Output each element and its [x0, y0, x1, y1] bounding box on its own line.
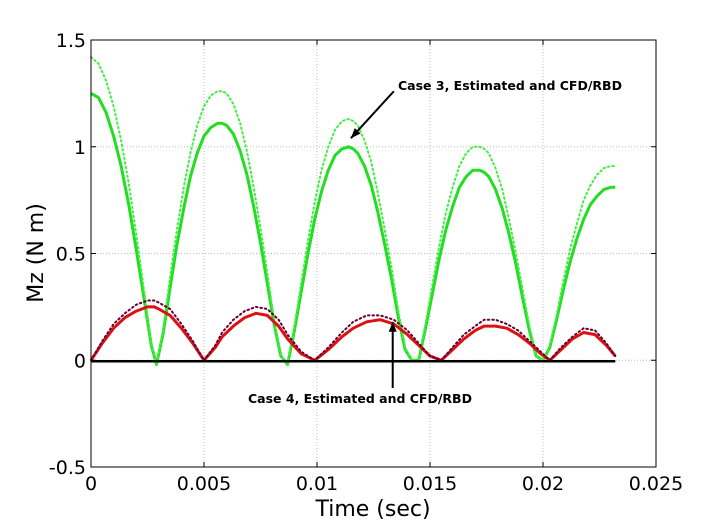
annotation-arrowhead-0 [350, 128, 361, 139]
annotation-arrow-0 [350, 90, 395, 139]
y-tick-label: 0.5 [56, 244, 86, 266]
series-line-0 [90, 92, 616, 366]
x-tick-label: 0.005 [177, 473, 231, 495]
x-tick-label: 0 [85, 473, 97, 495]
series-line-1 [90, 56, 617, 366]
x-tick-label: 0.01 [296, 473, 338, 495]
annotation-arrowhead-1 [388, 321, 397, 332]
annotations: Case 3, Estimated and CFD/RBD Case 4, Es… [248, 78, 622, 406]
y-tick-label: 1 [74, 137, 86, 159]
y-tick-label: 1.5 [56, 30, 86, 52]
y-axis-label: Mz (N m) [24, 203, 49, 303]
axes-frame [90, 39, 657, 468]
annotation-case3: Case 3, Estimated and CFD/RBD [398, 78, 622, 93]
x-tick-label: 0.015 [403, 473, 457, 495]
tick-labels: 0 0.005 0.01 0.015 0.02 0.025-0.500.511.5 [49, 30, 683, 495]
annotation-case4: Case 4, Estimated and CFD/RBD [248, 391, 472, 406]
series-layer [89, 56, 617, 366]
x-tick-label: 0.025 [629, 473, 683, 495]
y-tick-label: -0.5 [49, 457, 86, 479]
series-line-3 [90, 299, 617, 362]
x-axis-label: Time (sec) [314, 497, 430, 522]
x-tick-label: 0.02 [522, 473, 564, 495]
series-line-2 [89, 305, 617, 362]
y-tick-label: 0 [74, 350, 86, 372]
